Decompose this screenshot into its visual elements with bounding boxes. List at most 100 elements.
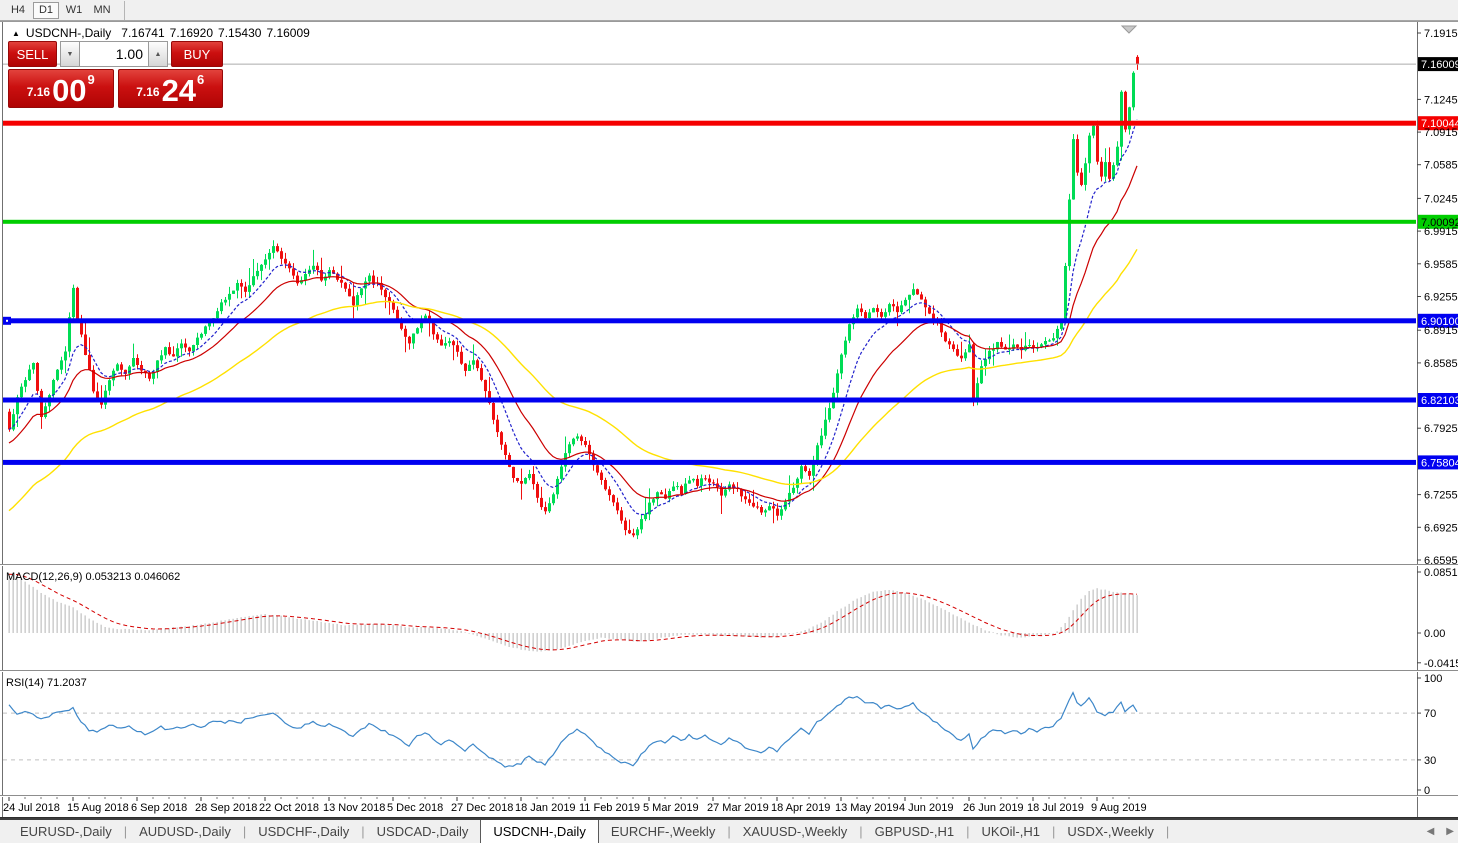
ohlc-high: 7.16920 [169, 26, 214, 40]
toolbar-separator [124, 0, 125, 20]
buy-button[interactable]: BUY [171, 41, 223, 67]
svg-text:5 Dec 2018: 5 Dec 2018 [387, 802, 443, 814]
price-axis: 7.19150 7.12450 7.09150 7.05850 7.02450 6.991… [1417, 28, 1458, 567]
buy-price-big: 24 [161, 72, 197, 108]
sell-price-prefix: 7.16 [26, 85, 51, 99]
timeframe-toolbar: H4 D1 W1 MN [0, 0, 1458, 21]
candlesticks [8, 55, 1139, 540]
ma-fast-line [8, 119, 1138, 516]
price-level-lines: 7.10044 7.00092 6.90100 6.82103 6.75804 [3, 116, 1458, 470]
svg-text:13 May 2019: 13 May 2019 [835, 802, 899, 814]
sell-price-button[interactable]: 7.16 00 9 [8, 69, 114, 108]
svg-text:24 Jul 2018: 24 Jul 2018 [3, 802, 60, 814]
tab-usdcad-daily[interactable]: USDCAD-,Daily [376, 824, 469, 839]
date-axis: 24 Jul 2018 15 Aug 2018 6 Sep 2018 28 Sep 2… [3, 797, 1147, 814]
svg-text:0.085164: 0.085164 [1424, 567, 1458, 579]
svg-text:RSI(14) 71.2037: RSI(14) 71.2037 [6, 677, 87, 689]
svg-text:18 Jan 2019: 18 Jan 2019 [515, 802, 576, 814]
tab-scroll-left-icon[interactable]: ◀ [1426, 826, 1435, 837]
tab-scroll-right-icon[interactable]: ▶ [1446, 826, 1454, 837]
timeframe-d1-button[interactable]: D1 [33, 1, 59, 19]
chart-title: ▲ USDCNH-,Daily 7.16741 7.16920 7.15430 … [12, 26, 315, 40]
svg-text:7.10044: 7.10044 [1421, 118, 1458, 130]
scroll-to-end-icon [1120, 25, 1138, 34]
svg-text:28 Sep 2018: 28 Sep 2018 [195, 802, 257, 814]
macd-panel: MACD(12,26,9) 0.053213 0.046062 0.085164 0… [6, 567, 1458, 670]
tab-divider: | [727, 824, 731, 839]
volume-decrease-button[interactable]: ▼ [60, 41, 79, 67]
tab-divider: | [242, 824, 247, 839]
timeframe-w1-button[interactable]: W1 [65, 4, 83, 16]
tab-divider: | [361, 824, 365, 839]
svg-text:22 Oct 2018: 22 Oct 2018 [259, 802, 319, 814]
svg-text:27 Dec 2018: 27 Dec 2018 [451, 802, 513, 814]
chart-frame [0, 21, 1458, 819]
svg-text:6.99150: 6.99150 [1424, 226, 1458, 238]
svg-text:15 Aug 2018: 15 Aug 2018 [67, 802, 129, 814]
tab-gbpusd-h1[interactable]: GBPUSD-,H1 [874, 824, 955, 839]
tab-eurchf-weekly[interactable]: EURCHF-,Weekly [610, 824, 716, 839]
svg-text:7.02450: 7.02450 [1424, 193, 1458, 205]
timeframe-h4-button[interactable]: H4 [10, 4, 26, 16]
sell-price-pip: 9 [87, 72, 95, 87]
chart-symbol-label: USDCNH-,Daily [25, 26, 112, 40]
tab-scroll-controls: ◀ ▶ [1427, 820, 1454, 843]
tab-usdx-weekly[interactable]: USDX-,Weekly [1067, 824, 1154, 839]
svg-text:30: 30 [1424, 755, 1436, 767]
svg-text:6.89150: 6.89150 [1424, 325, 1458, 337]
svg-text:70: 70 [1424, 708, 1436, 720]
svg-text:9 Aug 2019: 9 Aug 2019 [1091, 802, 1147, 814]
rsi-line [8, 691, 1138, 768]
volume-increase-button[interactable]: ▲ [149, 41, 168, 67]
ohlc-open: 7.16741 [121, 26, 165, 40]
svg-text:0.00: 0.00 [1424, 628, 1445, 640]
svg-text:7.05850: 7.05850 [1424, 160, 1458, 172]
buy-price-pip: 6 [197, 72, 205, 87]
tab-ukoil-h1[interactable]: UKOil-,H1 [981, 824, 1040, 839]
tab-xauusd-weekly[interactable]: XAUUSD-,Weekly [742, 824, 848, 839]
svg-text:7.16009: 7.16009 [1421, 59, 1458, 71]
svg-text:7.19150: 7.19150 [1424, 28, 1458, 40]
sell-price-big: 00 [52, 72, 87, 108]
ma-slow-line [8, 248, 1138, 512]
macd-signal-line [8, 573, 1138, 651]
tab-audusd-daily[interactable]: AUDUSD-,Daily [139, 824, 231, 839]
volume-input[interactable] [79, 41, 149, 67]
svg-text:18 Jul 2019: 18 Jul 2019 [1027, 802, 1084, 814]
tab-divider: | [123, 824, 128, 839]
tab-eurusd-daily[interactable]: EURUSD-,Daily [20, 824, 112, 839]
sell-button[interactable]: SELL [8, 41, 57, 67]
buy-price-prefix: 7.16 [136, 85, 160, 99]
svg-text:6.95850: 6.95850 [1424, 259, 1458, 271]
svg-text:7.12450: 7.12450 [1424, 94, 1458, 106]
svg-text:13 Nov 2018: 13 Nov 2018 [323, 802, 385, 814]
svg-text:100: 100 [1424, 673, 1442, 685]
tab-divider: | [966, 824, 970, 839]
svg-text:7.09150: 7.09150 [1424, 127, 1458, 139]
svg-text:0: 0 [1424, 785, 1430, 797]
ohlc-low: 7.15430 [218, 26, 262, 40]
svg-text:-0.041597: -0.041597 [1424, 658, 1458, 670]
svg-text:MACD(12,26,9) 0.053213 0.04606: MACD(12,26,9) 0.053213 0.046062 [6, 571, 180, 583]
svg-text:7.00092: 7.00092 [1421, 217, 1458, 229]
svg-text:6.72550: 6.72550 [1424, 490, 1458, 502]
svg-text:6.65950: 6.65950 [1424, 555, 1458, 567]
svg-text:6.75804: 6.75804 [1421, 457, 1458, 469]
tab-divider: | [859, 824, 863, 839]
buy-price-button[interactable]: 7.16 24 6 [117, 69, 223, 108]
svg-text:6.82103: 6.82103 [1421, 395, 1458, 407]
tab-usdchf-daily[interactable]: USDCHF-,Daily [258, 824, 350, 839]
svg-text:18 Apr 2019: 18 Apr 2019 [771, 802, 830, 814]
chart-collapse-arrow-icon[interactable]: ▲ [12, 28, 20, 38]
svg-text:26 Jun 2019: 26 Jun 2019 [963, 802, 1024, 814]
svg-text:6.85850: 6.85850 [1424, 358, 1458, 370]
rsi-panel: RSI(14) 71.2037 100 70 30 0 [3, 673, 1442, 797]
svg-text:5 Mar 2019: 5 Mar 2019 [643, 802, 699, 814]
timeframe-mn-button[interactable]: MN [93, 4, 111, 16]
tab-divider: | [1165, 824, 1170, 839]
symbol-tabbar: EURUSD-,Daily | AUDUSD-,Daily | USDCHF-,… [0, 818, 1458, 843]
tab-usdcnh-daily[interactable]: USDCNH-,Daily [480, 820, 599, 843]
one-click-trading-panel: SELL ▼ ▲ BUY 7.16 00 9 7.16 24 6 [8, 41, 223, 108]
svg-text:6.90100: 6.90100 [1421, 316, 1458, 328]
